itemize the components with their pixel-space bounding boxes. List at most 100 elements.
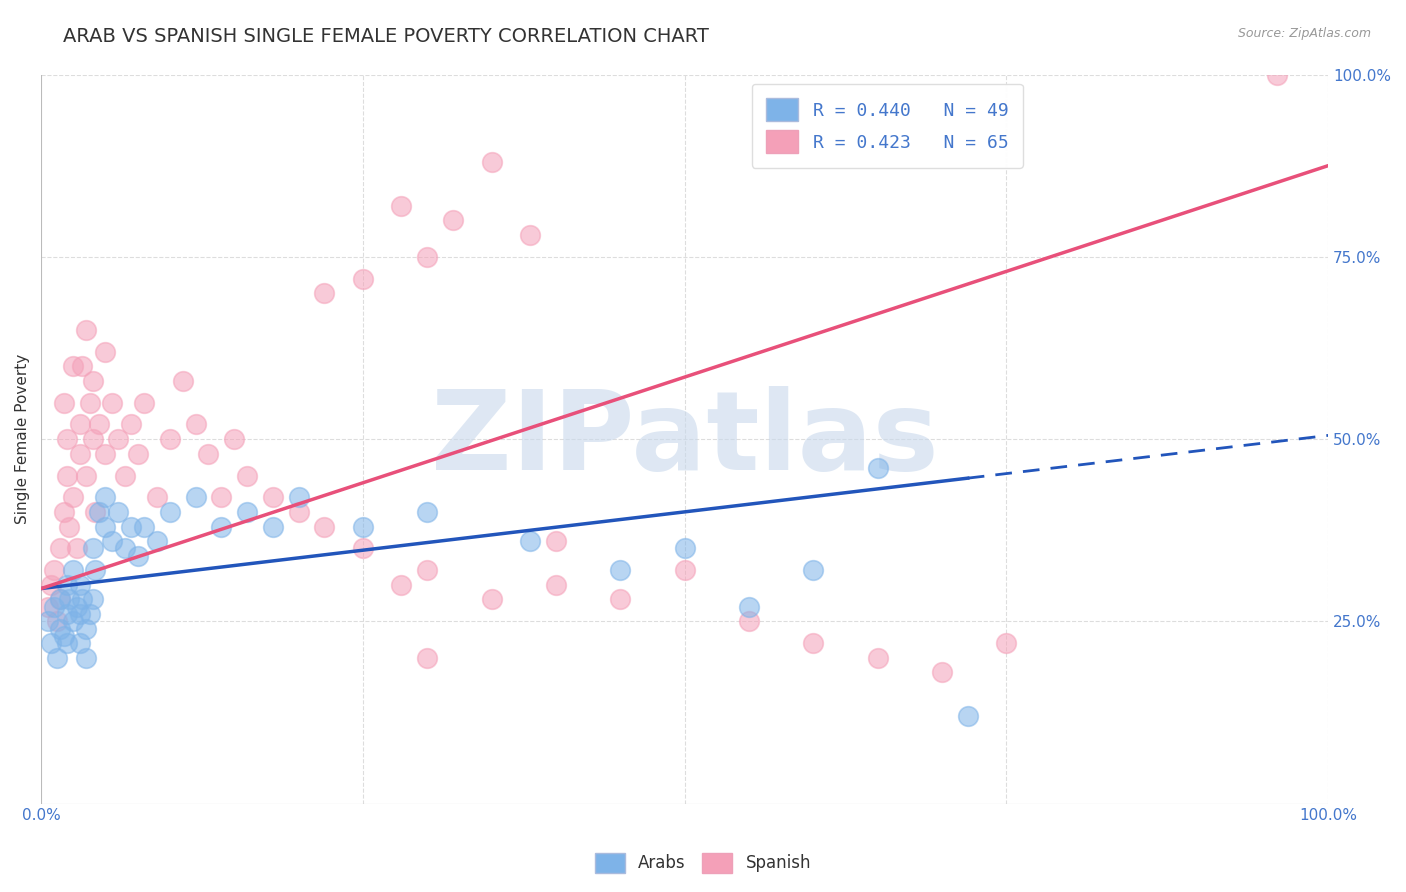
Point	[132, 395, 155, 409]
Point	[56, 578, 79, 592]
Point	[49, 541, 72, 556]
Point	[172, 374, 194, 388]
Point	[75, 622, 97, 636]
Point	[159, 505, 181, 519]
Point	[236, 468, 259, 483]
Point	[69, 636, 91, 650]
Point	[224, 432, 246, 446]
Point	[72, 592, 94, 607]
Point	[391, 578, 413, 592]
Point	[519, 227, 541, 242]
Point	[62, 359, 84, 373]
Point	[481, 592, 503, 607]
Point	[609, 592, 631, 607]
Point	[94, 344, 117, 359]
Point	[146, 491, 169, 505]
Point	[1265, 68, 1288, 82]
Point	[441, 213, 464, 227]
Point	[262, 491, 284, 505]
Point	[53, 629, 76, 643]
Legend: R = 0.440   N = 49, R = 0.423   N = 65: R = 0.440 N = 49, R = 0.423 N = 65	[752, 84, 1024, 168]
Text: ZIPatlas: ZIPatlas	[430, 385, 938, 492]
Point	[866, 650, 889, 665]
Point	[114, 541, 136, 556]
Point	[416, 563, 439, 577]
Point	[197, 447, 219, 461]
Point	[87, 417, 110, 432]
Point	[75, 650, 97, 665]
Point	[82, 541, 104, 556]
Point	[132, 519, 155, 533]
Point	[738, 615, 761, 629]
Point	[146, 534, 169, 549]
Point	[94, 447, 117, 461]
Point	[69, 578, 91, 592]
Point	[609, 563, 631, 577]
Point	[738, 599, 761, 614]
Point	[62, 615, 84, 629]
Point	[352, 541, 374, 556]
Point	[66, 599, 89, 614]
Point	[391, 199, 413, 213]
Point	[72, 359, 94, 373]
Point	[41, 636, 63, 650]
Point	[49, 622, 72, 636]
Point	[287, 505, 309, 519]
Point	[66, 541, 89, 556]
Point	[56, 607, 79, 621]
Point	[41, 578, 63, 592]
Point	[314, 519, 336, 533]
Legend: Arabs, Spanish: Arabs, Spanish	[588, 847, 818, 880]
Point	[101, 534, 124, 549]
Point	[127, 549, 149, 563]
Point	[519, 534, 541, 549]
Point	[53, 395, 76, 409]
Point	[49, 592, 72, 607]
Point	[79, 607, 101, 621]
Point	[84, 505, 107, 519]
Point	[42, 599, 65, 614]
Point	[262, 519, 284, 533]
Point	[56, 636, 79, 650]
Point	[84, 563, 107, 577]
Point	[107, 432, 129, 446]
Point	[37, 599, 59, 614]
Point	[49, 592, 72, 607]
Point	[209, 491, 232, 505]
Point	[79, 395, 101, 409]
Point	[801, 563, 824, 577]
Point	[120, 417, 142, 432]
Point	[94, 491, 117, 505]
Point	[956, 709, 979, 723]
Y-axis label: Single Female Poverty: Single Female Poverty	[15, 354, 30, 524]
Point	[127, 447, 149, 461]
Point	[673, 541, 696, 556]
Point	[416, 650, 439, 665]
Point	[37, 615, 59, 629]
Point	[544, 534, 567, 549]
Point	[995, 636, 1018, 650]
Point	[101, 395, 124, 409]
Point	[931, 665, 953, 680]
Point	[673, 563, 696, 577]
Text: Source: ZipAtlas.com: Source: ZipAtlas.com	[1237, 27, 1371, 40]
Point	[544, 578, 567, 592]
Point	[45, 615, 67, 629]
Point	[75, 323, 97, 337]
Point	[58, 592, 80, 607]
Point	[184, 417, 207, 432]
Point	[62, 563, 84, 577]
Point	[58, 519, 80, 533]
Point	[82, 592, 104, 607]
Point	[159, 432, 181, 446]
Point	[82, 432, 104, 446]
Point	[352, 271, 374, 285]
Point	[56, 432, 79, 446]
Point	[416, 505, 439, 519]
Point	[82, 374, 104, 388]
Point	[42, 563, 65, 577]
Point	[416, 250, 439, 264]
Point	[69, 417, 91, 432]
Point	[53, 505, 76, 519]
Point	[866, 461, 889, 475]
